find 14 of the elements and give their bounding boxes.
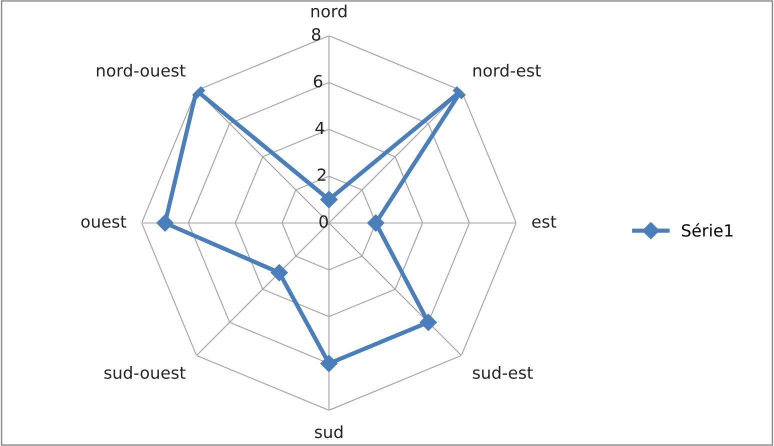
spoke-label: nord	[312, 4, 346, 18]
y-tick-label: 8	[312, 28, 320, 41]
spoke-label: nord-est	[474, 64, 541, 77]
legend-label: Série1	[682, 223, 732, 237]
spoke-label: est	[532, 216, 556, 228]
spoke-label: sud-ouest	[104, 366, 186, 379]
y-tick-label: 0	[319, 215, 328, 228]
spoke-label: ouest	[81, 216, 126, 228]
y-tick-label: 4	[315, 122, 324, 134]
y-tick-label: 2	[318, 168, 326, 181]
spoke-label: nord-ouest	[96, 64, 186, 77]
spoke-label: sud	[314, 425, 342, 438]
spoke-label: sud-est	[472, 366, 533, 379]
y-tick-label: 6	[314, 74, 322, 88]
